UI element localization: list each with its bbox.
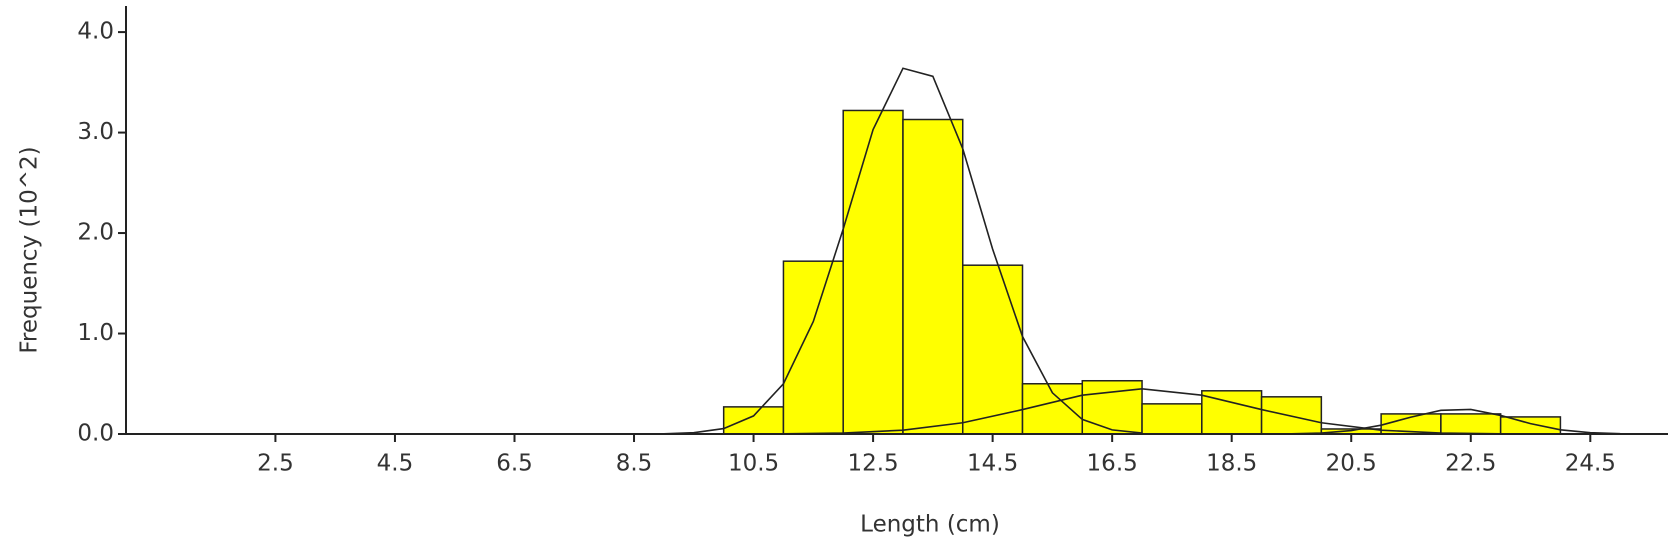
x-tick-label: 12.5 [847, 451, 898, 477]
x-tick-label: 24.5 [1565, 451, 1616, 477]
x-tick-label: 6.5 [496, 451, 533, 477]
bar [782, 260, 844, 435]
x-tick-label: 20.5 [1326, 451, 1377, 477]
x-tick-label: 10.5 [728, 451, 779, 477]
fitted-curve [783, 387, 1501, 435]
y-tick-label: 0.0 [77, 421, 114, 447]
bar [1081, 379, 1143, 435]
bar [1440, 413, 1502, 435]
fitted-curve [1291, 408, 1621, 435]
x-tick-label: 18.5 [1206, 451, 1257, 477]
x-tick-label: 2.5 [257, 451, 294, 477]
bar [1499, 416, 1562, 435]
x-axis-label: Length (cm) [860, 512, 1000, 538]
x-tick-label: 14.5 [967, 451, 1018, 477]
bar [902, 118, 964, 435]
bar [722, 406, 785, 435]
y-tick-label: 3.0 [77, 119, 114, 145]
fitted-curve [663, 67, 1143, 435]
bar [961, 264, 1024, 435]
x-tick-label: 4.5 [377, 451, 414, 477]
bar [842, 109, 904, 435]
x-tick-label: 22.5 [1445, 451, 1496, 477]
x-tick-label: 8.5 [616, 451, 653, 477]
bar [1141, 403, 1203, 435]
x-tick-label: 16.5 [1087, 451, 1138, 477]
y-axis-label: Frequency (10^2) [17, 146, 43, 353]
y-tick-label: 2.0 [77, 220, 114, 246]
y-tick-label: 4.0 [77, 19, 114, 45]
y-tick-label: 1.0 [77, 320, 114, 346]
